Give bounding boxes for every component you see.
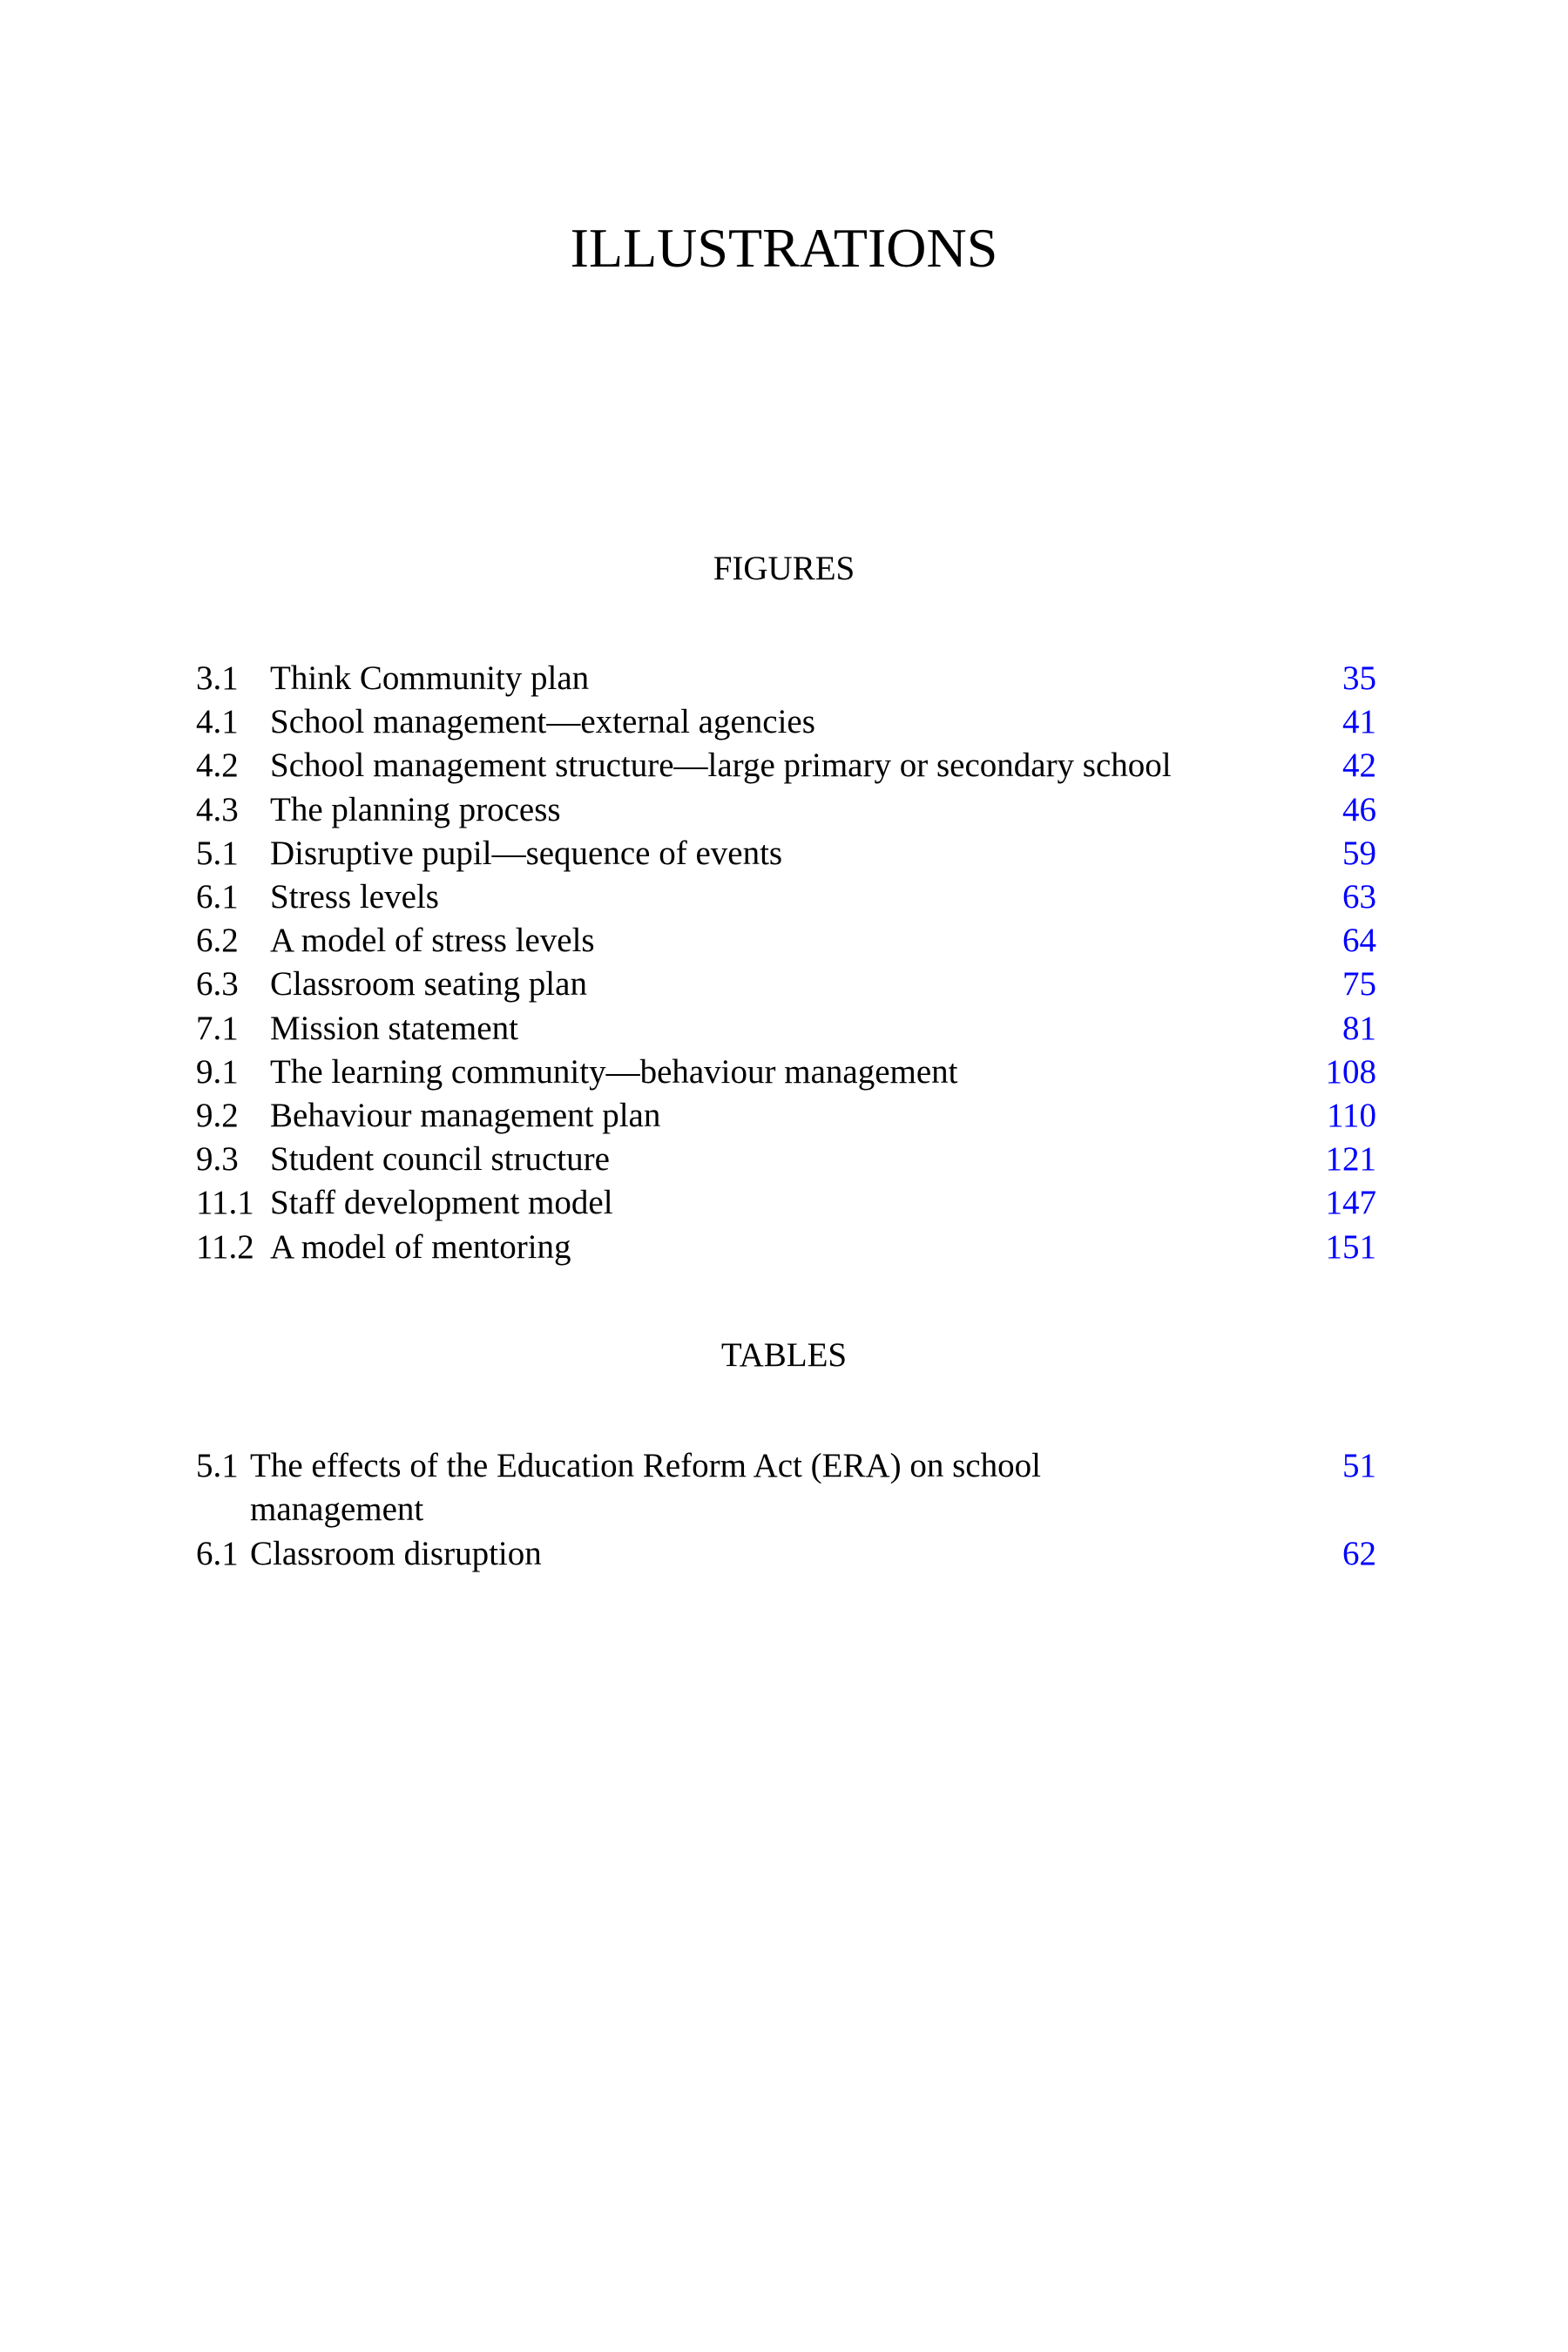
figure-entry: 9.3 Student council structure 121 bbox=[196, 1138, 1376, 1181]
figure-entry: 4.1 School management—external agencies 41 bbox=[196, 700, 1376, 744]
figure-entry: 6.3 Classroom seating plan 75 bbox=[196, 963, 1376, 1006]
entry-caption: A model of mentoring bbox=[270, 1227, 571, 1266]
entry-number: 6.1 bbox=[196, 878, 239, 916]
figure-entry: 7.1 Mission statement 81 bbox=[196, 1007, 1376, 1051]
entry-caption: School management—external agencies bbox=[270, 703, 815, 741]
page-link[interactable]: 147 bbox=[1325, 1184, 1377, 1222]
page-link[interactable]: 46 bbox=[1342, 790, 1376, 828]
entry-number: 4.2 bbox=[196, 747, 239, 785]
page-link[interactable]: 64 bbox=[1342, 922, 1376, 960]
figure-entry: 6.2 A model of stress levels 64 bbox=[196, 919, 1376, 963]
page-link[interactable]: 59 bbox=[1342, 834, 1376, 872]
page-link[interactable]: 81 bbox=[1342, 1009, 1376, 1047]
entry-number: 6.1 bbox=[196, 1535, 239, 1572]
entry-number: 9.3 bbox=[196, 1140, 239, 1179]
entry-caption: The planning process bbox=[270, 790, 561, 828]
entry-number: 6.2 bbox=[196, 922, 239, 960]
page-link[interactable]: 42 bbox=[1342, 747, 1376, 785]
entry-number: 9.1 bbox=[196, 1052, 239, 1091]
entry-caption: Stress levels bbox=[270, 878, 439, 916]
page-link[interactable]: 108 bbox=[1325, 1052, 1377, 1091]
entry-number: 7.1 bbox=[196, 1009, 239, 1047]
figure-entry: 5.1 Disruptive pupil—sequence of events 59 bbox=[196, 832, 1376, 875]
entry-number: 5.1 bbox=[196, 1447, 239, 1484]
page-link[interactable]: 63 bbox=[1342, 878, 1376, 916]
entry-caption-continued: management bbox=[250, 1490, 424, 1528]
entry-number: 3.1 bbox=[196, 659, 239, 697]
entry-caption: Classroom disruption bbox=[250, 1535, 542, 1572]
entry-caption: Staff development model bbox=[270, 1184, 613, 1222]
page-link[interactable]: 110 bbox=[1326, 1097, 1376, 1134]
entry-number: 5.1 bbox=[196, 834, 239, 872]
page-link[interactable]: 151 bbox=[1325, 1227, 1377, 1266]
figure-entry: 9.1 The learning community—behaviour mana… bbox=[196, 1051, 1376, 1094]
entry-caption: Classroom seating plan bbox=[270, 965, 587, 1004]
figure-entry: 11.1 Staff development model 147 bbox=[196, 1181, 1376, 1225]
entry-caption: The effects of the Education Reform Act … bbox=[250, 1447, 1041, 1484]
entry-caption: School management structure—large primar… bbox=[270, 747, 1172, 785]
entry-caption: Think Community plan bbox=[270, 659, 590, 697]
entry-number: 6.3 bbox=[196, 965, 239, 1004]
page-title: ILLUSTRATIONS bbox=[570, 217, 998, 279]
entry-caption: Disruptive pupil—sequence of events bbox=[270, 834, 783, 872]
entry-number: 4.3 bbox=[196, 790, 239, 828]
figure-entry: 9.2 Behaviour management plan 110 bbox=[196, 1094, 1376, 1138]
page-link[interactable]: 121 bbox=[1325, 1140, 1377, 1179]
entry-caption: Student council structure bbox=[270, 1140, 610, 1179]
figure-entry: 4.2 School management structure—large pri… bbox=[196, 744, 1376, 787]
entry-caption: Mission statement bbox=[270, 1009, 518, 1047]
entry-caption: Behaviour management plan bbox=[270, 1097, 661, 1134]
entry-number: 9.2 bbox=[196, 1097, 239, 1134]
page-link[interactable]: 35 bbox=[1342, 659, 1376, 697]
page-link[interactable]: 41 bbox=[1342, 703, 1376, 741]
entry-number: 11.2 bbox=[196, 1227, 254, 1266]
figure-entry: 11.2 A model of mentoring 151 bbox=[196, 1226, 1376, 1269]
entry-number: 4.1 bbox=[196, 703, 239, 741]
page-link[interactable]: 75 bbox=[1342, 965, 1376, 1004]
page-link[interactable]: 62 bbox=[1342, 1535, 1376, 1572]
table-entry: 5.1 The effects of the Education Reform … bbox=[196, 1444, 1376, 1528]
figure-entry: 4.3 The planning process 46 bbox=[196, 788, 1376, 832]
figure-entry: 3.1 Think Community plan 35 bbox=[196, 657, 1376, 700]
entry-number: 11.1 bbox=[196, 1184, 254, 1222]
entry-caption: The learning community—behaviour managem… bbox=[270, 1052, 958, 1091]
tables-heading: TABLES bbox=[720, 1336, 848, 1374]
figure-entry: 6.1 Stress levels 63 bbox=[196, 875, 1376, 919]
table-entry: 6.1 Classroom disruption 62 bbox=[196, 1532, 1376, 1576]
entry-caption: A model of stress levels bbox=[270, 922, 595, 960]
page-link[interactable]: 51 bbox=[1342, 1447, 1376, 1484]
figures-heading: FIGURES bbox=[713, 550, 855, 587]
